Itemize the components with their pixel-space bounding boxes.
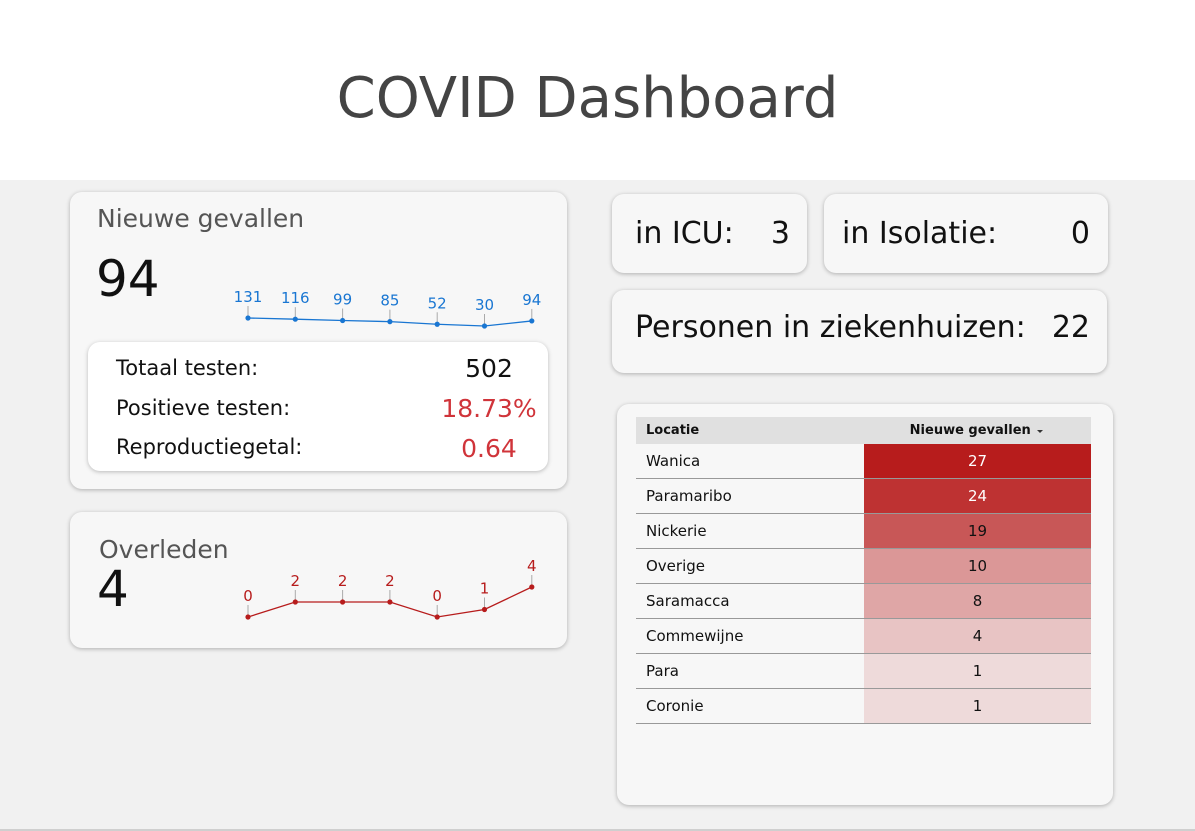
cases-cell: 1 — [864, 688, 1091, 724]
sparkline-point — [387, 599, 393, 605]
point-label: 0 — [243, 587, 253, 605]
kpi-value: 22 — [1051, 310, 1090, 345]
sparkline-point — [481, 323, 488, 329]
point-label: 30 — [475, 296, 494, 314]
header-text: Nieuwe gevallen — [909, 423, 1031, 438]
table-row: Para 1 — [636, 653, 1091, 689]
table-row: Commewijne 4 — [636, 618, 1091, 654]
page-title: COVID Dashboard — [336, 66, 839, 131]
row-value: 502 — [465, 354, 513, 383]
table-row: Nickerie 19 — [636, 513, 1091, 549]
table-row: Coronie 1 — [636, 688, 1091, 724]
kpi-label: in Isolatie: — [842, 216, 998, 251]
sparkline-point — [245, 315, 251, 321]
sparkline-point — [434, 321, 440, 327]
tests-panel — [88, 342, 548, 471]
table-row: Wanica 27 — [636, 444, 1091, 479]
deaths-card — [70, 512, 567, 648]
cases-cell: 10 — [864, 548, 1091, 584]
card-title: Nieuwe gevallen — [97, 204, 305, 233]
isolation-card — [824, 194, 1108, 273]
column-header[interactable]: Nieuwe gevallen — [864, 417, 1091, 444]
icu-card — [612, 194, 807, 273]
table-row: Overige 10 — [636, 548, 1091, 584]
table-row: Paramaribo 24 — [636, 478, 1091, 514]
cases-cell: 4 — [864, 618, 1091, 654]
sparkline-point — [340, 599, 346, 605]
location-cell: Overige — [636, 548, 864, 584]
sparkline-point — [481, 606, 488, 613]
sparkline-point — [292, 599, 298, 605]
location-cell: Saramacca — [636, 583, 864, 619]
cases-cell: 19 — [864, 513, 1091, 549]
location-cell: Wanica — [636, 444, 864, 479]
point-label: 52 — [428, 294, 447, 312]
kpi-value: 3 — [770, 216, 790, 251]
cases-cell: 1 — [864, 653, 1091, 689]
column-header[interactable]: Locatie — [636, 417, 864, 444]
sparkline: 131 116 99 85 52 30 94 — [234, 288, 541, 329]
point-label: 94 — [522, 291, 541, 309]
sparkline-point — [245, 614, 251, 620]
kpi-value: 94 — [96, 250, 160, 308]
location-cell: Nickerie — [636, 513, 864, 549]
location-cell: Paramaribo — [636, 478, 864, 514]
table-row: Saramacca 8 — [636, 583, 1091, 619]
sparkline-point — [529, 584, 535, 590]
row-value: 0.64 — [461, 434, 517, 463]
sort-icon — [1037, 430, 1044, 433]
kpi-label: Personen in ziekenhuizen: — [635, 310, 1026, 345]
point-label: 2 — [291, 572, 301, 590]
sparkline-point — [387, 319, 393, 325]
point-label: 4 — [527, 557, 537, 575]
kpi-label: in ICU: — [635, 216, 734, 251]
point-label: 2 — [385, 572, 395, 590]
card-title: Overleden — [99, 535, 229, 564]
cases-cell: 8 — [864, 583, 1091, 619]
kpi-value: 0 — [1070, 216, 1090, 251]
point-label: 85 — [380, 292, 399, 310]
cases-cell: 27 — [864, 444, 1091, 479]
row-value: 18.73% — [441, 394, 537, 423]
hospital-card — [612, 290, 1107, 373]
row-label: Reproductiegetal: — [116, 435, 303, 459]
point-label: 2 — [338, 572, 348, 590]
point-label: 1 — [480, 580, 490, 598]
location-cell: Coronie — [636, 688, 864, 724]
point-label: 116 — [281, 289, 310, 307]
location-cell: Para — [636, 653, 864, 689]
cases-table: Locatie Nieuwe gevallen Wanica 27 Paramari… — [636, 417, 1091, 724]
point-label: 0 — [432, 587, 442, 605]
kpi-value: 4 — [97, 560, 129, 618]
point-label: 131 — [234, 288, 263, 306]
sparkline: 0 2 2 2 0 1 4 — [243, 557, 537, 620]
sparkline-point — [340, 317, 346, 324]
cases-cell: 24 — [864, 478, 1091, 514]
sparkline-point — [434, 614, 440, 620]
sparkline-point — [529, 318, 535, 324]
row-label: Positieve testen: — [116, 396, 291, 420]
location-cell: Commewijne — [636, 618, 864, 654]
point-label: 99 — [333, 291, 352, 309]
row-label: Totaal testen: — [116, 356, 259, 380]
sparkline-point — [292, 316, 298, 322]
